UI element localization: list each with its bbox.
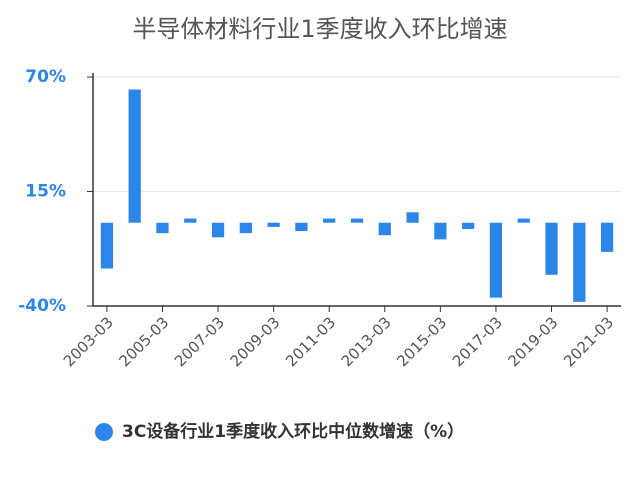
legend-label: 3C设备行业1季度收入环比中位数增速（%） xyxy=(122,421,464,442)
x-tick-label: 2005-03 xyxy=(115,313,172,370)
bar xyxy=(600,222,614,252)
x-tick-label: 2009-03 xyxy=(227,313,284,370)
bar xyxy=(573,222,586,302)
bar xyxy=(517,218,530,223)
bar xyxy=(378,222,391,236)
chart-title: 半导体材料行业1季度收入环比增速 xyxy=(132,15,507,43)
y-tick-label: 15% xyxy=(25,182,66,202)
y-tick-label: -40% xyxy=(18,296,66,316)
bar xyxy=(489,222,503,298)
x-tick-label: 2015-03 xyxy=(393,313,450,370)
bar xyxy=(239,222,252,234)
bar xyxy=(323,218,336,223)
bar xyxy=(267,222,280,227)
legend-marker xyxy=(95,423,113,441)
bar xyxy=(434,222,447,240)
bar xyxy=(211,222,225,238)
bar xyxy=(462,222,475,229)
x-tick-label: 2021-03 xyxy=(560,313,617,370)
bar xyxy=(350,218,364,223)
x-tick-label: 2003-03 xyxy=(60,313,117,370)
bar xyxy=(128,89,141,223)
bar xyxy=(184,218,197,223)
bar xyxy=(545,222,558,275)
x-tick-label: 2011-03 xyxy=(282,313,339,370)
x-tick-label: 2013-03 xyxy=(338,313,395,370)
y-tick-label: 70% xyxy=(25,67,66,87)
bar xyxy=(100,222,114,269)
x-tick-label: 2007-03 xyxy=(171,313,228,370)
x-tick-label: 2017-03 xyxy=(449,313,506,370)
bar xyxy=(406,212,419,223)
bar xyxy=(295,222,308,232)
bar xyxy=(156,222,169,234)
x-tick-label: 2019-03 xyxy=(504,313,561,370)
